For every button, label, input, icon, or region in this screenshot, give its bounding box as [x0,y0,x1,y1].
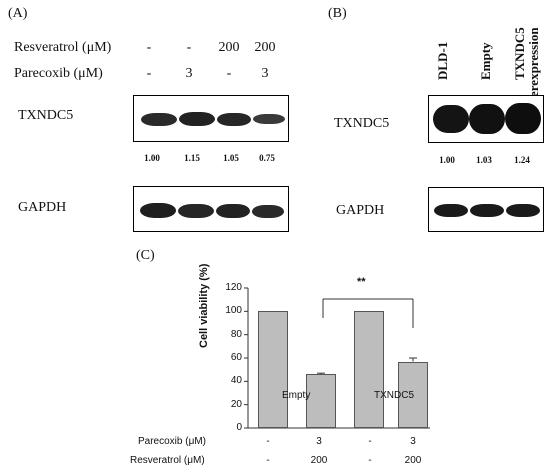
blot-b-txndc5 [428,95,544,143]
panel-a-label: (A) [8,6,28,21]
y-tick-label: 80 [230,328,242,340]
bar-label: Empty [282,390,311,401]
table-res-2: 200 [310,455,328,466]
band [252,205,284,218]
y-tick-label: 60 [230,352,242,363]
band [140,203,176,218]
par-val-1: - [146,66,152,81]
y-tick-label: 100 [225,305,242,317]
table-par-1: - [266,436,270,447]
band [470,204,504,217]
table-res-1: - [266,455,270,466]
blot-a-txndc5-label: TXNDC5 [18,108,74,123]
table-par-2: 3 [316,436,322,447]
panel-c-label: (C) [136,248,155,263]
quant-b-1: 1.00 [439,155,455,165]
y-tick-label: 120 [225,282,242,293]
table-resveratrol-label: Resveratrol (μM) [130,455,205,466]
table-par-4: 3 [410,436,416,447]
res-val-1: - [146,40,152,55]
quant-a-4: 0.75 [259,153,275,163]
res-val-4: 200 [254,40,276,55]
band [469,104,505,134]
quant-b-2: 1.03 [476,155,492,165]
table-res-4: 200 [404,455,422,466]
blot-a-gapdh-label: GAPDH [18,200,67,215]
blot-a-txndc5 [133,95,289,142]
par-val-4: 3 [261,66,269,81]
y-axis-label: Cell viability (%) [198,263,210,348]
band [505,103,541,134]
quant-a-3: 1.05 [223,153,239,163]
band [141,113,177,126]
band [253,114,285,124]
par-val-3: - [226,66,232,81]
blot-b-gapdh [428,187,544,232]
band [217,113,251,126]
bar [306,374,336,428]
table-par-3: - [368,436,372,447]
table-parecoxib-label: Parecoxib (μM) [138,436,206,447]
y-tick-label: 20 [230,398,242,410]
condition-resveratrol-label: Resveratrol (μM) [14,40,112,55]
blot-b-gapdh-label: GAPDH [336,203,385,218]
res-val-3: 200 [218,40,240,55]
bar [398,361,428,428]
bar-label: TXNDC5 [374,390,415,401]
condition-parecoxib-label: Parecoxib (μM) [14,66,103,81]
blot-b-txndc5-label: TXNDC5 [334,116,390,131]
blot-a-gapdh [133,186,289,232]
panel-b-label: (B) [328,6,347,21]
y-tick-label: 0 [236,422,242,433]
par-val-2: 3 [185,66,193,81]
bar [258,311,288,428]
band [178,204,214,218]
y-tick-label: 40 [230,375,242,387]
band [434,204,468,217]
bar [354,311,384,428]
band [179,112,215,126]
res-val-2: - [186,40,192,55]
quant-b-3: 1.24 [514,155,530,165]
table-res-3: - [368,455,372,466]
band [216,204,250,218]
quant-a-1: 1.00 [144,153,160,163]
significance-marker: ** [357,276,366,288]
quant-a-2: 1.15 [184,153,200,163]
band [506,204,540,217]
band [433,105,469,133]
